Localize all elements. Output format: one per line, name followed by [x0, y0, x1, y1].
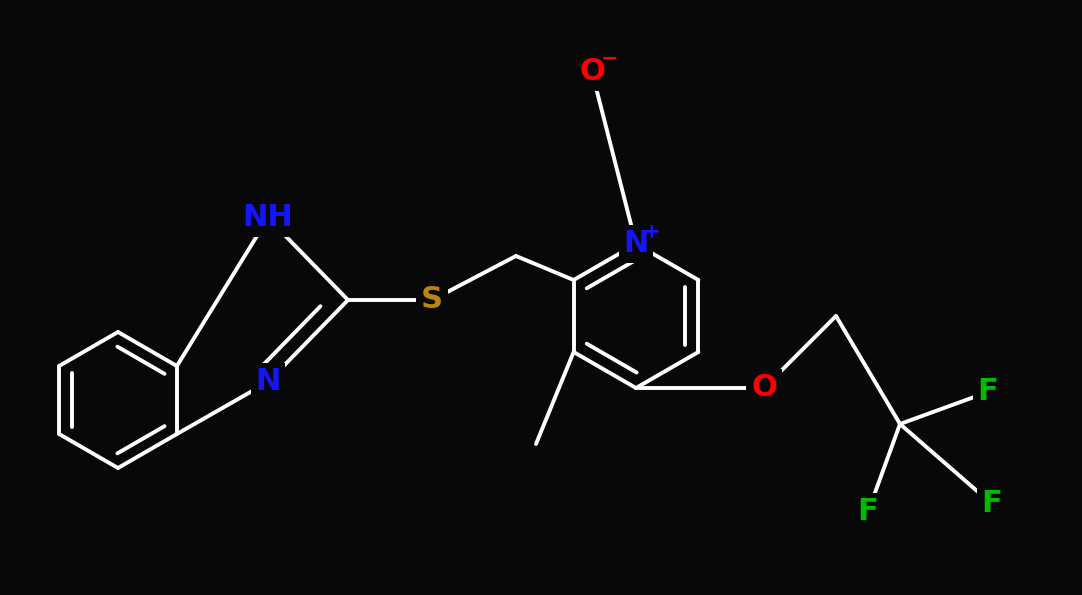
Text: O: O [579, 58, 605, 86]
Text: F: F [858, 497, 879, 527]
Text: O: O [751, 374, 777, 402]
Text: N: N [623, 230, 649, 258]
Text: S: S [421, 286, 443, 315]
Text: NH: NH [242, 203, 293, 233]
Text: N: N [255, 368, 280, 396]
Text: F: F [978, 377, 999, 406]
Text: F: F [981, 490, 1002, 518]
Text: −: − [602, 49, 619, 69]
Text: +: + [643, 222, 661, 242]
